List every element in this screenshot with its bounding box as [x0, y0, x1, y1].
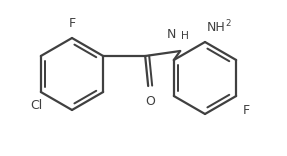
Text: F: F — [243, 104, 250, 117]
Text: 2: 2 — [225, 19, 230, 28]
Text: NH: NH — [207, 21, 226, 34]
Text: H: H — [181, 31, 189, 41]
Text: Cl: Cl — [31, 99, 43, 112]
Text: F: F — [68, 17, 75, 30]
Text: O: O — [145, 95, 155, 108]
Text: N: N — [167, 28, 176, 41]
